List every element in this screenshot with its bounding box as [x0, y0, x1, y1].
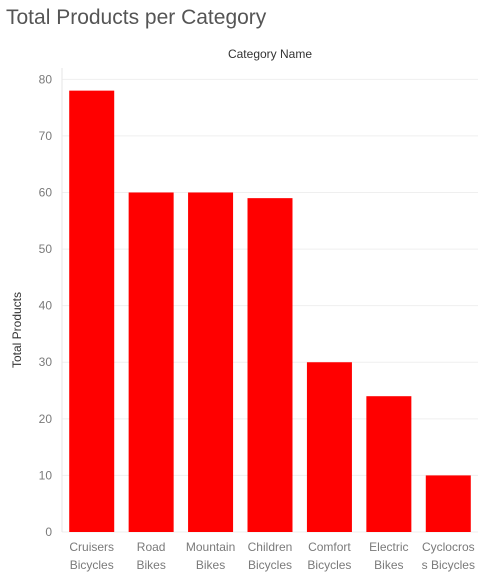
x-category-label: Cyclocros	[422, 540, 475, 554]
x-category-label: Comfort	[308, 540, 351, 554]
x-category-label: Bikes	[196, 558, 225, 572]
y-tick-label: 50	[39, 242, 53, 256]
x-category-label: Mountain	[186, 540, 235, 554]
x-category-label: Bikes	[136, 558, 165, 572]
y-tick-label: 40	[39, 299, 53, 313]
y-tick-label: 70	[39, 129, 53, 143]
x-category-label: Cruisers	[69, 540, 114, 554]
y-tick-label: 80	[39, 72, 53, 86]
bar	[247, 198, 293, 532]
x-category-label: Children	[248, 540, 293, 554]
y-tick-label: 0	[45, 525, 52, 539]
x-category-label: Bicycles	[307, 558, 351, 572]
x-axis-header: Category Name	[228, 47, 312, 61]
y-tick-label: 10	[39, 468, 53, 482]
x-category-label: Bikes	[374, 558, 403, 572]
x-category-label: Electric	[369, 540, 408, 554]
x-category-label: Bicycles	[248, 558, 292, 572]
y-tick-label: 30	[39, 355, 53, 369]
y-axis-title: Total Products	[10, 292, 24, 368]
bar	[366, 396, 412, 532]
y-tick-label: 20	[39, 412, 53, 426]
x-category-label: s Bicycles	[422, 558, 475, 572]
chart-title: Total Products per Category	[6, 6, 267, 29]
bar	[188, 192, 234, 533]
bar	[69, 90, 115, 532]
bar	[306, 362, 352, 532]
y-tick-label: 60	[39, 185, 53, 199]
x-category-label: Bicycles	[70, 558, 114, 572]
bar	[128, 192, 174, 533]
bar	[425, 475, 471, 532]
x-category-label: Road	[137, 540, 166, 554]
